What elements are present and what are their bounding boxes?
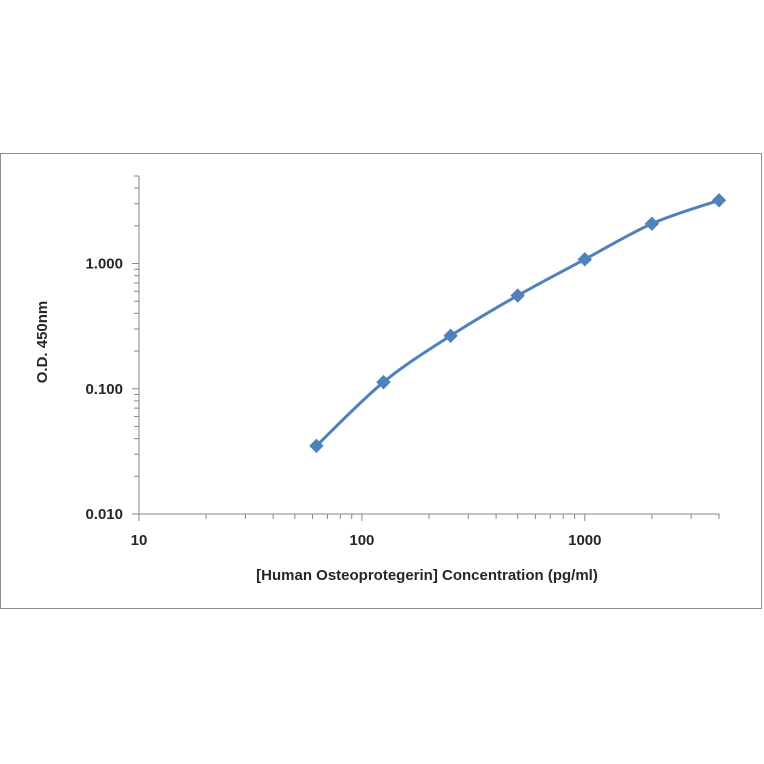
x-axis: 10 100 1000 [131, 513, 720, 549]
y-axis: 0.010 0.100 1.000 [85, 175, 140, 523]
data-point [443, 328, 458, 343]
data-point [510, 288, 525, 303]
y-axis-title: O.D. 450nm [34, 301, 51, 384]
data-point [577, 252, 593, 267]
data-point [309, 438, 324, 454]
x-tick-label: 1000 [568, 532, 601, 549]
y-tick-label: 1.000 [85, 256, 123, 273]
x-tick-label: 10 [131, 532, 148, 549]
data-point [644, 216, 660, 231]
chart-frame: 10 100 1000 0.010 0.100 1.000 [Human Osteopr… [0, 153, 762, 609]
y-tick-label: 0.010 [85, 506, 123, 523]
x-axis-title: [Human Osteoprotegerin] Concentration (p… [256, 567, 598, 584]
series-line [315, 198, 720, 447]
data-point [711, 193, 727, 208]
x-tick-label: 100 [349, 532, 374, 549]
chart: 10 100 1000 0.010 0.100 1.000 [Human Osteopr… [34, 175, 727, 584]
data-point [376, 374, 391, 390]
y-tick-label: 0.100 [85, 381, 123, 398]
series-layer [309, 193, 727, 454]
